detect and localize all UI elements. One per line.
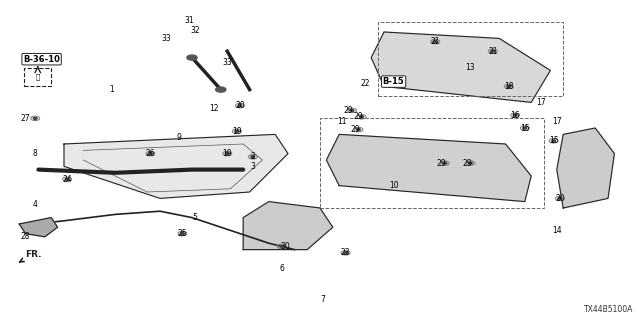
Text: 33: 33 xyxy=(222,58,232,67)
Text: 32: 32 xyxy=(190,26,200,35)
Text: 7: 7 xyxy=(321,295,326,304)
Circle shape xyxy=(180,233,184,235)
Polygon shape xyxy=(326,134,531,202)
Text: 13: 13 xyxy=(465,63,476,72)
Text: 20: 20 xyxy=(235,101,245,110)
Circle shape xyxy=(33,117,37,119)
Text: 9: 9 xyxy=(177,133,182,142)
Text: 11: 11 xyxy=(338,117,347,126)
Text: 18: 18 xyxy=(504,82,513,91)
Text: 10: 10 xyxy=(388,181,399,190)
Text: 2: 2 xyxy=(250,152,255,161)
Text: B-36-10: B-36-10 xyxy=(23,55,60,64)
Text: 4: 4 xyxy=(33,200,38,209)
Text: TX44B5100A: TX44B5100A xyxy=(584,305,634,314)
Text: 15: 15 xyxy=(520,124,530,132)
Polygon shape xyxy=(371,32,550,102)
Text: 16: 16 xyxy=(510,111,520,120)
Circle shape xyxy=(491,50,495,52)
Text: 6: 6 xyxy=(279,264,284,273)
Circle shape xyxy=(148,153,152,155)
Circle shape xyxy=(356,129,360,131)
Bar xyxy=(24,68,51,86)
Circle shape xyxy=(558,197,562,199)
Text: 17: 17 xyxy=(552,117,562,126)
Circle shape xyxy=(344,252,348,254)
Circle shape xyxy=(552,140,556,142)
Text: 33: 33 xyxy=(161,34,172,43)
Text: 19: 19 xyxy=(232,127,242,136)
Polygon shape xyxy=(557,128,614,208)
Circle shape xyxy=(216,87,226,92)
Text: 8: 8 xyxy=(33,149,38,158)
Text: 29: 29 xyxy=(350,125,360,134)
Text: FR.: FR. xyxy=(20,250,42,262)
Text: 21: 21 xyxy=(431,37,440,46)
Circle shape xyxy=(523,127,527,129)
Polygon shape xyxy=(64,134,288,198)
Text: 26: 26 xyxy=(145,149,156,158)
Text: 5: 5 xyxy=(193,213,198,222)
Polygon shape xyxy=(19,218,58,237)
Circle shape xyxy=(468,162,472,164)
Circle shape xyxy=(235,130,239,132)
Text: 1: 1 xyxy=(109,85,115,94)
Text: 12: 12 xyxy=(210,104,219,113)
Circle shape xyxy=(225,153,229,155)
Text: 27: 27 xyxy=(20,114,31,123)
Circle shape xyxy=(433,41,437,43)
Text: 15: 15 xyxy=(548,136,559,145)
Circle shape xyxy=(507,85,511,87)
Text: 29: 29 xyxy=(462,159,472,168)
Circle shape xyxy=(187,55,197,60)
Circle shape xyxy=(65,178,69,180)
Text: 14: 14 xyxy=(552,226,562,235)
Circle shape xyxy=(251,156,255,158)
Text: 🚗: 🚗 xyxy=(36,74,40,80)
Text: B-15: B-15 xyxy=(383,77,404,86)
Text: 24: 24 xyxy=(62,175,72,184)
Circle shape xyxy=(513,114,517,116)
Text: 29: 29 xyxy=(353,112,364,121)
Text: 22: 22 xyxy=(360,79,369,88)
Text: 21: 21 xyxy=(488,47,497,56)
Circle shape xyxy=(350,109,354,111)
Text: 31: 31 xyxy=(184,16,194,25)
Text: 19: 19 xyxy=(222,149,232,158)
Text: 29: 29 xyxy=(344,106,354,115)
Polygon shape xyxy=(243,202,333,250)
Text: 28: 28 xyxy=(21,232,30,241)
Text: 30: 30 xyxy=(280,242,290,251)
Circle shape xyxy=(280,245,284,247)
Text: 17: 17 xyxy=(536,98,546,107)
Text: 25: 25 xyxy=(177,229,188,238)
Text: 23: 23 xyxy=(340,248,351,257)
Text: 3: 3 xyxy=(250,162,255,171)
Text: 29: 29 xyxy=(436,159,447,168)
Circle shape xyxy=(360,116,364,118)
Text: 20: 20 xyxy=(555,194,565,203)
Circle shape xyxy=(443,162,447,164)
Circle shape xyxy=(238,105,242,107)
